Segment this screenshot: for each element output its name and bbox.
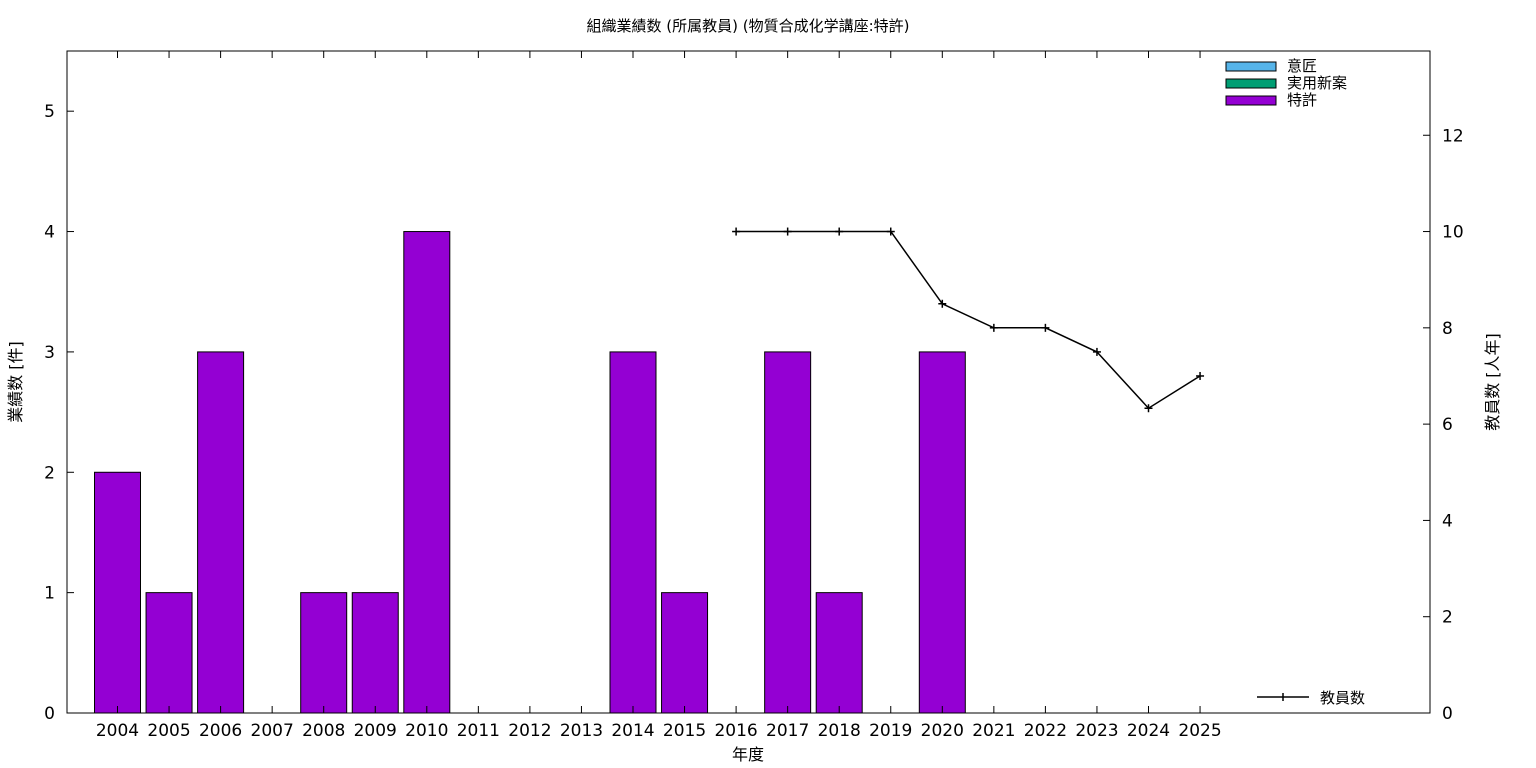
plot-area [94, 227, 1205, 714]
x-tick-label-2007: 2007 [251, 721, 294, 741]
line-point-2023 [1092, 347, 1101, 356]
line-point-2017 [783, 227, 792, 236]
x-axis-label: 年度 [732, 745, 764, 764]
x-tick-label-2022: 2022 [1024, 721, 1067, 741]
bar-2009-series-2 [351, 592, 399, 714]
y2-tick-label-2: 2 [1442, 608, 1453, 628]
x-tick-label-2018: 2018 [818, 721, 861, 741]
line-series-faculty [736, 230, 1201, 410]
x-tick-label-2025: 2025 [1178, 721, 1221, 741]
x-tick-label-2010: 2010 [405, 721, 448, 741]
bar-2004-series-2 [94, 471, 141, 714]
x-tick-label-2024: 2024 [1127, 721, 1170, 741]
legend-label-2: 特許 [1287, 91, 1317, 109]
legend-swatch-1 [1225, 78, 1277, 89]
plot-border [66, 50, 1431, 714]
line-point-2019 [886, 227, 895, 236]
line-point-2021 [989, 323, 998, 332]
legend-label-0: 意匠 [1287, 57, 1317, 75]
bar-2008-series-2 [300, 592, 348, 714]
bar-2018-series-2 [815, 592, 863, 714]
y-tick-label-3: 3 [44, 343, 55, 363]
y-tick-label-2: 2 [44, 463, 55, 483]
bar-2010-series-2 [403, 231, 451, 714]
x-tick-label-2017: 2017 [766, 721, 809, 741]
bar-2005-series-2 [145, 592, 193, 714]
x-tick-label-2014: 2014 [611, 721, 654, 741]
line-point-2020 [938, 299, 947, 308]
x-tick-label-2004: 2004 [96, 721, 139, 741]
legend-swatch-2 [1225, 95, 1277, 106]
bar-2017-series-2 [764, 351, 812, 714]
x-tick-label-2013: 2013 [560, 721, 603, 741]
x-tick-label-2008: 2008 [302, 721, 345, 741]
y2-tick-label-12: 12 [1442, 126, 1464, 146]
legend-label-1: 実用新案 [1287, 74, 1347, 92]
legend-line-label: 教員数 [1320, 689, 1365, 707]
y2-tick-label-6: 6 [1442, 415, 1453, 435]
x-tick-label-2021: 2021 [972, 721, 1015, 741]
x-tick-label-2006: 2006 [199, 721, 242, 741]
chart-title: 組織業績数 (所属教員) (物質合成化学講座:特許) [586, 17, 909, 35]
y-tick-label-0: 0 [44, 704, 55, 724]
axes: 2004 2005 2006 2007 2008 2009 2010 2011 2012 2013… [44, 51, 1464, 741]
x-tick-label-2012: 2012 [508, 721, 551, 741]
line-point-2016 [732, 227, 741, 236]
legend-swatch-0 [1225, 61, 1277, 72]
y-tick-label-1: 1 [44, 584, 55, 604]
y2-axis-label: 教員数 [人年] [1483, 333, 1502, 431]
y2-tick-label-10: 10 [1442, 223, 1464, 243]
bar-2006-series-2 [197, 351, 245, 714]
x-tick-label-2016: 2016 [714, 721, 757, 741]
bar-2020-series-2 [918, 351, 966, 714]
x-tick-label-2020: 2020 [921, 721, 964, 741]
x-tick-label-2015: 2015 [663, 721, 706, 741]
y-tick-label-5: 5 [44, 102, 55, 122]
x-tick-label-2011: 2011 [457, 721, 500, 741]
y2-tick-label-4: 4 [1442, 511, 1453, 531]
bar-2014-series-2 [609, 351, 657, 714]
y2-tick-label-8: 8 [1442, 319, 1453, 339]
y-tick-label-4: 4 [44, 223, 55, 243]
y2-tick-label-0: 0 [1442, 704, 1453, 724]
x-tick-label-2005: 2005 [147, 721, 190, 741]
bar-2015-series-2 [661, 592, 709, 714]
line-point-2018 [835, 227, 844, 236]
line-point-2025 [1196, 371, 1205, 380]
y-axis-label: 業績数 [件] [6, 341, 25, 423]
line-point-2022 [1041, 323, 1050, 332]
x-tick-label-2009: 2009 [354, 721, 397, 741]
x-tick-label-2019: 2019 [869, 721, 912, 741]
line-point-2024 [1144, 404, 1153, 413]
x-tick-label-2023: 2023 [1075, 721, 1118, 741]
